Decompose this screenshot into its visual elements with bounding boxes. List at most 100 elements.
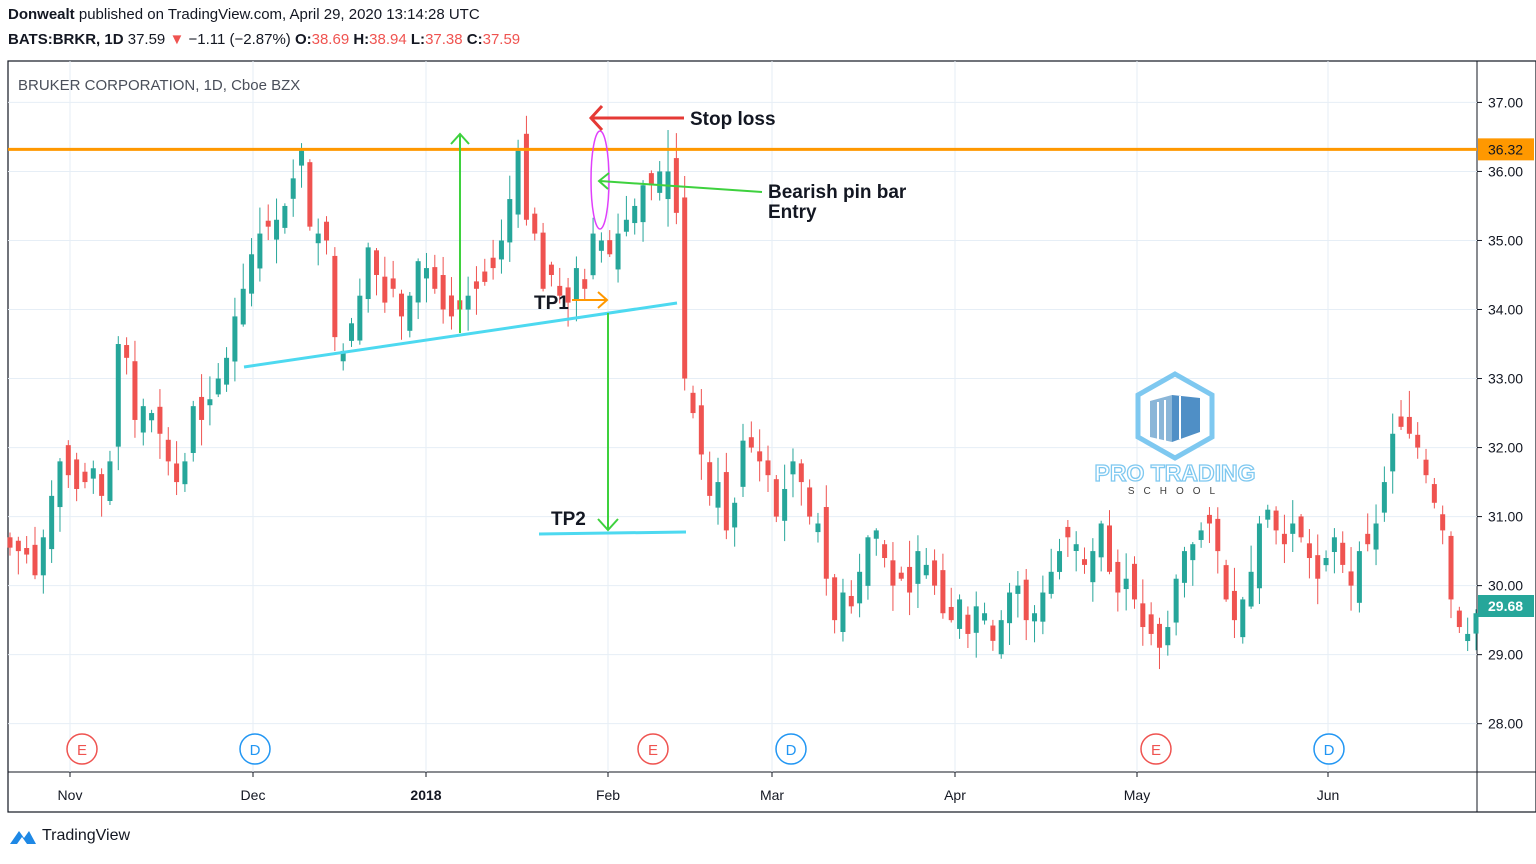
candle-body (1023, 579, 1029, 621)
candle-body (74, 459, 80, 489)
y-tick-label: 28.00 (1488, 716, 1523, 732)
tradingview-brand[interactable]: TradingView (8, 826, 130, 846)
candle-body (807, 487, 813, 517)
candle-body (957, 599, 963, 629)
candle-body (1415, 434, 1421, 448)
candle-body (290, 178, 296, 199)
candle-body (24, 548, 30, 555)
arrow-head-right-icon (597, 291, 609, 309)
open-value: 38.69 (311, 31, 350, 48)
candle-body (482, 271, 488, 282)
candle-body (1198, 530, 1204, 540)
pin-bar-highlight (590, 130, 610, 230)
earnings-marker (66, 733, 98, 765)
candle-body (857, 571, 863, 604)
candle-body (398, 293, 404, 317)
candle-body (1173, 578, 1179, 623)
candle-body (748, 437, 754, 448)
candle-body (940, 570, 946, 614)
support-trendline (243, 301, 678, 369)
candle-body (265, 220, 271, 227)
dividend-marker (239, 733, 271, 765)
candle-body (32, 544, 38, 576)
pro-trading-school-logo: PRO TRADING SCHOOL (1094, 371, 1256, 497)
candle-body (498, 240, 504, 260)
candle-body (1306, 543, 1312, 559)
price-change: −1.11 (−2.87%) (188, 31, 291, 48)
event-marker-label: E (1151, 742, 1161, 759)
candle-body (648, 173, 654, 186)
candle-body (1065, 526, 1071, 538)
candle-body (1281, 533, 1287, 545)
candle-body (365, 247, 371, 300)
candle-body (965, 614, 971, 634)
resistance-price-tag (1478, 138, 1534, 161)
tradingview-label: TradingView (42, 827, 131, 844)
y-tick-label: 31.00 (1488, 509, 1523, 525)
candle-body (7, 537, 13, 548)
arrow-head-up-icon (450, 132, 470, 145)
candle-body (1082, 559, 1088, 565)
watermark-subtext: SCHOOL (1128, 486, 1224, 497)
candle-body (490, 257, 496, 269)
candle-body (1215, 518, 1221, 552)
entry-label: Entry (768, 202, 817, 223)
candle-body (1223, 565, 1229, 600)
candle-body (207, 399, 213, 406)
stop-loss-label: Stop loss (690, 109, 776, 130)
author-name[interactable]: Donwealt (8, 6, 75, 23)
candle-body (532, 213, 538, 234)
watermark-text: PRO TRADING (1095, 460, 1256, 486)
candle-body (798, 463, 804, 483)
candle-body (407, 295, 413, 331)
x-tick-label: Dec (241, 787, 266, 803)
candle-body (723, 472, 729, 531)
candle-body (1115, 561, 1121, 593)
candle-body (1090, 551, 1096, 583)
candle-body (573, 268, 579, 300)
y-tick-label: 33.00 (1488, 371, 1523, 387)
candle-body (1448, 535, 1454, 600)
candle-body (315, 233, 321, 244)
candle-body (199, 396, 205, 420)
candle-body (1032, 613, 1038, 622)
candle-body (1265, 509, 1271, 520)
candle-body (782, 488, 788, 521)
candle-body (473, 281, 479, 289)
candle-body (132, 361, 138, 420)
candle-body (590, 233, 596, 276)
close-value: 37.59 (482, 31, 521, 48)
candle-body (440, 275, 446, 310)
candle-body (215, 378, 221, 395)
candle-body (682, 197, 688, 379)
candle-body (923, 564, 929, 576)
candle-body (565, 287, 571, 303)
candle-body (698, 405, 704, 455)
candle-body (1181, 551, 1187, 583)
candle-body (299, 150, 305, 166)
candle-body (582, 279, 588, 289)
candle-body (40, 537, 46, 576)
x-tick-label: May (1124, 787, 1150, 803)
candle-body (873, 530, 879, 539)
candle-body (823, 507, 829, 579)
candle-body (1340, 542, 1346, 565)
event-marker-label: D (786, 742, 797, 759)
candle-body (1007, 592, 1013, 624)
dividend-marker (1313, 733, 1345, 765)
candle-body (1248, 571, 1254, 607)
last-price-label: 29.68 (1488, 598, 1523, 614)
time-axis[interactable]: Nov Dec 2018 Feb Mar Apr May Jun (58, 772, 1340, 803)
candle-body (174, 463, 180, 483)
candle-body (507, 199, 513, 243)
x-tick-label: Mar (760, 787, 784, 803)
candle-body (740, 440, 746, 487)
price-axis[interactable]: 37.00 36.00 35.00 34.00 33.00 32.00 31.00 30.00… (1477, 94, 1534, 732)
candle-body (832, 577, 838, 621)
candle-body (890, 560, 896, 586)
candle-body (124, 345, 130, 358)
open-label: O: (294, 31, 312, 48)
resistance-price-label: 36.32 (1488, 141, 1523, 157)
candle-body (898, 572, 904, 579)
